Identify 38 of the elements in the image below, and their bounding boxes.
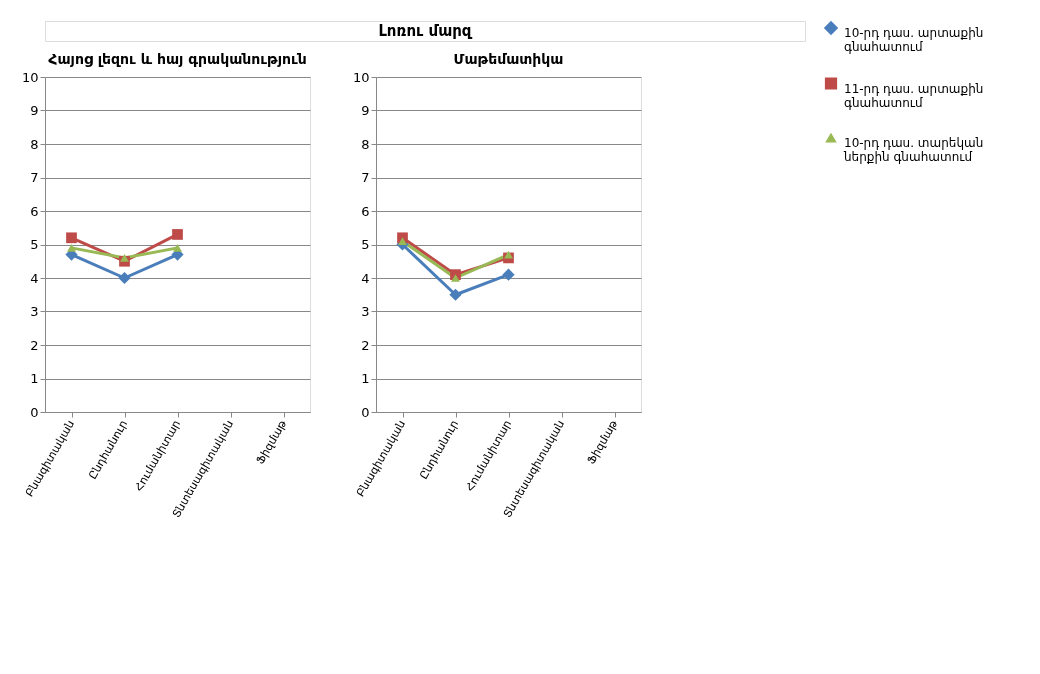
y-tick-label: 9 [30,103,39,118]
y-tick-label: 7 [361,170,370,185]
y-tick-label: 5 [361,237,370,252]
point [449,288,462,301]
y-tick-label: 7 [30,170,39,185]
y-tick-label: 2 [361,337,370,353]
y-tick-label: 8 [361,136,370,152]
y-tick-label: 1 [361,371,370,386]
y-tick-label: 6 [361,203,370,219]
point [172,229,183,240]
point [118,271,131,285]
y-tick-label: 4 [30,270,39,286]
point [173,243,182,252]
point [67,243,76,252]
y-tick-label: 2 [30,337,39,353]
y-tick-label: 1 [30,371,39,386]
y-tick-label: 5 [30,237,39,252]
y-tick-label: 0 [30,404,39,420]
point [66,232,77,244]
y-tick-label: 6 [30,203,39,219]
point [502,268,515,281]
legend-label: 10-րդ դաս. տարեկան ներքին գնահատում [843,136,984,164]
point [398,237,407,246]
y-tick-label: 10 [21,69,39,85]
y-tick-label: 8 [30,136,39,152]
y-tick-label: 3 [361,304,370,319]
point [120,254,129,262]
y-tick-label: 10 [352,69,370,85]
y-tick-label: 9 [361,103,370,118]
y-tick-label: 3 [30,304,39,319]
chart-title: Մաթեմատիկա [453,51,564,67]
legend-label: 10-րդ դաս. արտաքին գնահատում [844,26,984,54]
chart-title: Հայոց լեզու և հայ գրականություն [48,51,307,67]
y-tick-label: 0 [361,404,370,420]
y-tick-label: 4 [361,270,370,286]
text: Լոռու մարզ [378,22,473,40]
legend-label: 11-րդ դաս. արտաքին գնահատում [844,81,984,110]
point [451,274,460,282]
